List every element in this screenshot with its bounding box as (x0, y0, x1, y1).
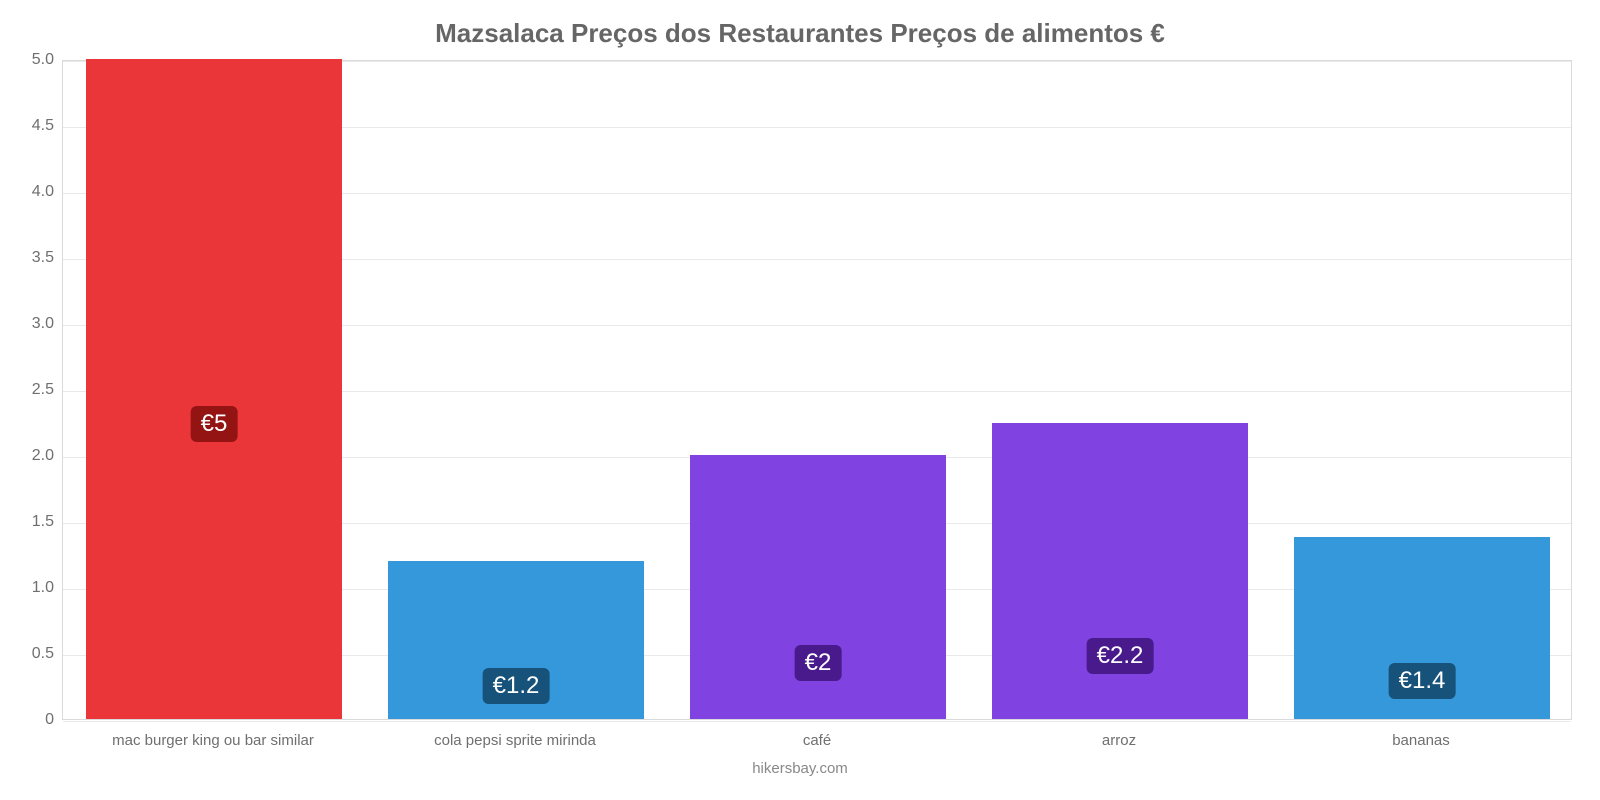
y-tick-label: 0 (12, 711, 54, 729)
bar-value-label: €1.4 (1389, 663, 1456, 699)
y-tick-label: 0.5 (12, 645, 54, 663)
bar-value-label: €2 (795, 645, 842, 681)
y-tick-label: 1.5 (12, 513, 54, 531)
bar-value-label: €2.2 (1087, 638, 1154, 674)
bar-value-label: €5 (191, 406, 238, 442)
bar-value-label: €1.2 (483, 668, 550, 704)
y-tick-label: 2.0 (12, 447, 54, 465)
x-tick-label: bananas (1392, 732, 1450, 749)
y-tick-label: 4.5 (12, 117, 54, 135)
chart-credit: hikersbay.com (0, 760, 1600, 777)
y-tick-label: 1.0 (12, 579, 54, 597)
gridline (63, 721, 1571, 722)
y-tick-label: 3.5 (12, 249, 54, 267)
y-tick-label: 2.5 (12, 381, 54, 399)
bar (992, 423, 1249, 719)
bar (86, 59, 343, 719)
y-tick-label: 3.0 (12, 315, 54, 333)
price-bar-chart: Mazsalaca Preços dos Restaurantes Preços… (0, 0, 1600, 800)
y-tick-label: 5.0 (12, 51, 54, 69)
y-tick-label: 4.0 (12, 183, 54, 201)
x-tick-label: café (803, 732, 831, 749)
x-tick-label: cola pepsi sprite mirinda (434, 732, 596, 749)
plot-area: €5 €1.2 €2 €2.2 €1.4 (62, 60, 1572, 720)
x-tick-label: arroz (1102, 732, 1136, 749)
chart-title: Mazsalaca Preços dos Restaurantes Preços… (0, 18, 1600, 49)
x-tick-label: mac burger king ou bar similar (112, 732, 314, 749)
